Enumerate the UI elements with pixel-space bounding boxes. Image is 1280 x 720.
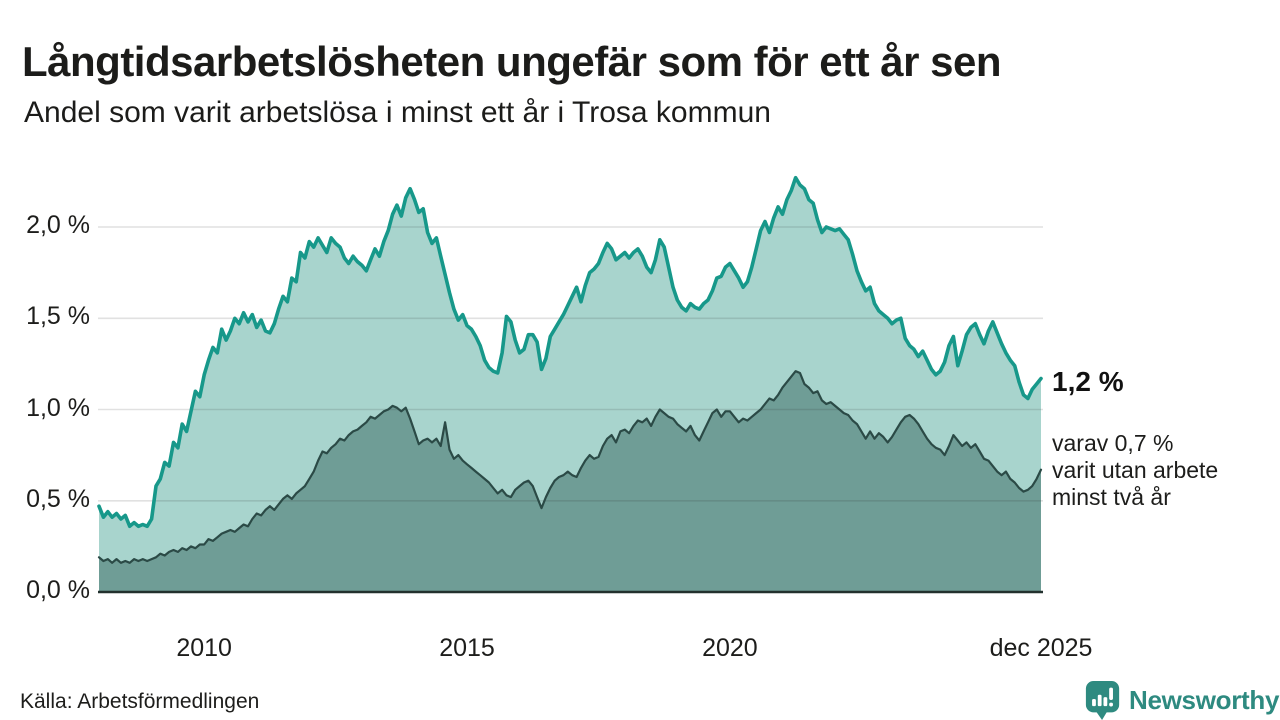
y-tick-label: 0,0 %: [26, 576, 90, 604]
annotation-line: minst två år: [1052, 484, 1171, 510]
x-tick-label: 2020: [702, 634, 758, 662]
annotation-line: varav 0,7 %: [1052, 430, 1174, 456]
series-end-value-label: 1,2 %: [1052, 366, 1124, 397]
source-attribution: Källa: Arbetsförmedlingen: [20, 690, 260, 713]
newsworthy-logo-icon: [1085, 681, 1120, 720]
y-tick-label: 1,0 %: [26, 393, 90, 422]
page-title: Långtidsarbetslösheten ungefär som för e…: [22, 38, 1002, 86]
y-tick-label: 2,0 %: [26, 211, 90, 239]
x-tick-label: 2010: [176, 634, 232, 662]
newsworthy-logo: Newsworthy: [1084, 680, 1279, 720]
brand-name: Newsworthy: [1129, 684, 1280, 715]
annotation-line: varit utan arbete: [1052, 457, 1219, 483]
page-subtitle: Andel som varit arbetslösa i minst ett å…: [24, 96, 771, 129]
y-tick-label: 1,5 %: [26, 302, 90, 331]
y-tick-label: 0,5 %: [26, 484, 90, 513]
x-tick-label: dec 2025: [989, 634, 1093, 662]
x-tick-label: 2015: [439, 634, 495, 662]
series-annotation: varav 0,7 % varit utan arbete minst två …: [1052, 430, 1218, 511]
